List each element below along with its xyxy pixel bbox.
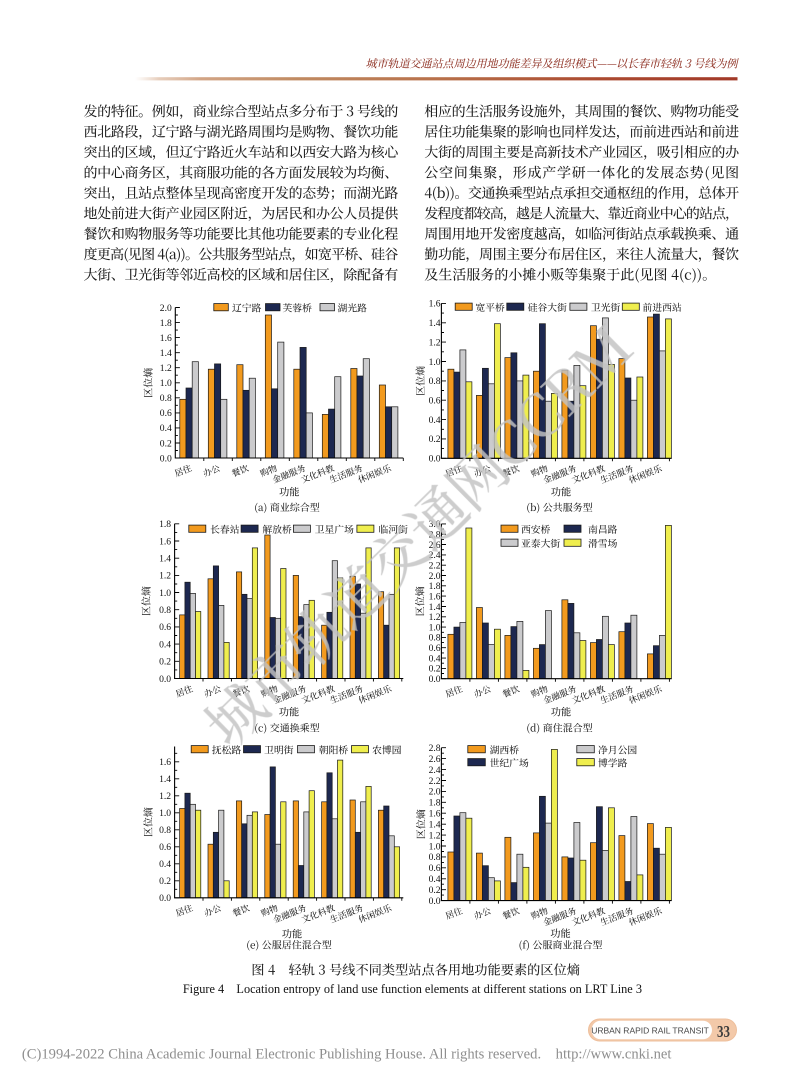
svg-text:0.6: 0.6 xyxy=(429,643,441,654)
svg-text:1.8: 1.8 xyxy=(429,798,441,809)
svg-text:1.6: 1.6 xyxy=(159,757,171,768)
svg-text:1.4: 1.4 xyxy=(429,318,441,329)
svg-text:0.6: 0.6 xyxy=(429,863,441,874)
svg-text:1.2: 1.2 xyxy=(160,363,172,374)
svg-text:2.0: 2.0 xyxy=(429,787,441,798)
svg-text:1.6: 1.6 xyxy=(160,333,172,344)
svg-text:1.0: 1.0 xyxy=(160,378,172,389)
svg-text:33: 33 xyxy=(717,1024,730,1042)
svg-text:0.2: 0.2 xyxy=(160,438,172,449)
svg-text:1.0: 1.0 xyxy=(429,841,441,852)
svg-text:0.8: 0.8 xyxy=(429,376,441,387)
svg-text:1.6: 1.6 xyxy=(429,591,441,602)
svg-text:0.4: 0.4 xyxy=(160,423,172,434)
svg-text:1.6: 1.6 xyxy=(159,536,171,547)
svg-text:0.0: 0.0 xyxy=(159,893,171,904)
svg-text:0.8: 0.8 xyxy=(160,393,172,404)
svg-text:2.2: 2.2 xyxy=(429,776,441,787)
svg-text:1.0: 1.0 xyxy=(159,588,171,599)
svg-text:2.0: 2.0 xyxy=(429,571,441,582)
svg-text:1.2: 1.2 xyxy=(159,791,171,802)
svg-text:2.8: 2.8 xyxy=(429,530,441,541)
svg-text:URBAN RAPID RAIL TRANSIT: URBAN RAPID RAIL TRANSIT xyxy=(591,1025,709,1035)
svg-text:1.0: 1.0 xyxy=(429,357,441,368)
svg-text:0.4: 0.4 xyxy=(429,874,441,885)
svg-text:Figure 4 Location entropy o: Figure 4 Location entropy of land use fu… xyxy=(183,982,642,996)
svg-text:0.6: 0.6 xyxy=(159,622,171,633)
svg-text:1.4: 1.4 xyxy=(160,348,172,359)
svg-text:2.8: 2.8 xyxy=(429,743,441,754)
svg-text:1.6: 1.6 xyxy=(429,299,441,310)
svg-text:1.2: 1.2 xyxy=(159,571,171,582)
svg-text:0.8: 0.8 xyxy=(159,825,171,836)
svg-text:(C)1994-2022 China Academic Jo: (C)1994-2022 China Academic Journal Elec… xyxy=(22,1047,672,1063)
svg-text:0.4: 0.4 xyxy=(159,859,171,870)
svg-text:0.8: 0.8 xyxy=(159,605,171,616)
svg-text:0.0: 0.0 xyxy=(429,674,441,685)
svg-text:2.2: 2.2 xyxy=(429,561,441,572)
svg-text:0.0: 0.0 xyxy=(429,896,441,907)
svg-text:0.2: 0.2 xyxy=(159,876,171,887)
svg-text:1.0: 1.0 xyxy=(429,622,441,633)
svg-text:0.0: 0.0 xyxy=(159,674,171,685)
svg-text:1.2: 1.2 xyxy=(429,612,441,623)
svg-text:0.4: 0.4 xyxy=(429,415,441,426)
svg-text:0.2: 0.2 xyxy=(429,664,441,675)
svg-text:0.2: 0.2 xyxy=(429,434,441,445)
svg-text:0.6: 0.6 xyxy=(429,396,441,407)
svg-text:0.0: 0.0 xyxy=(160,453,172,464)
svg-text:1.4: 1.4 xyxy=(159,774,171,785)
svg-text:1.8: 1.8 xyxy=(160,318,172,329)
svg-text:0.6: 0.6 xyxy=(159,842,171,853)
svg-text:0.2: 0.2 xyxy=(429,885,441,896)
svg-text:1.0: 1.0 xyxy=(159,808,171,819)
svg-text:0.2: 0.2 xyxy=(159,657,171,668)
svg-text:2.6: 2.6 xyxy=(429,754,441,765)
svg-text:1.8: 1.8 xyxy=(429,581,441,592)
svg-text:1.4: 1.4 xyxy=(159,554,171,565)
svg-text:1.2: 1.2 xyxy=(429,337,441,348)
svg-text:1.2: 1.2 xyxy=(429,830,441,841)
svg-text:1.6: 1.6 xyxy=(429,809,441,820)
svg-text:1.4: 1.4 xyxy=(429,820,441,831)
svg-text:0.4: 0.4 xyxy=(159,639,171,650)
svg-text:1.8: 1.8 xyxy=(159,519,171,530)
svg-text:0.0: 0.0 xyxy=(429,454,441,465)
svg-text:0.8: 0.8 xyxy=(429,633,441,644)
svg-text:0.4: 0.4 xyxy=(429,653,441,664)
svg-text:1.4: 1.4 xyxy=(429,602,441,613)
svg-text:0.6: 0.6 xyxy=(160,408,172,419)
svg-text:2.0: 2.0 xyxy=(160,303,172,314)
svg-text:2.4: 2.4 xyxy=(429,765,441,776)
svg-text:0.8: 0.8 xyxy=(429,852,441,863)
svg-text:2.4: 2.4 xyxy=(429,550,441,561)
